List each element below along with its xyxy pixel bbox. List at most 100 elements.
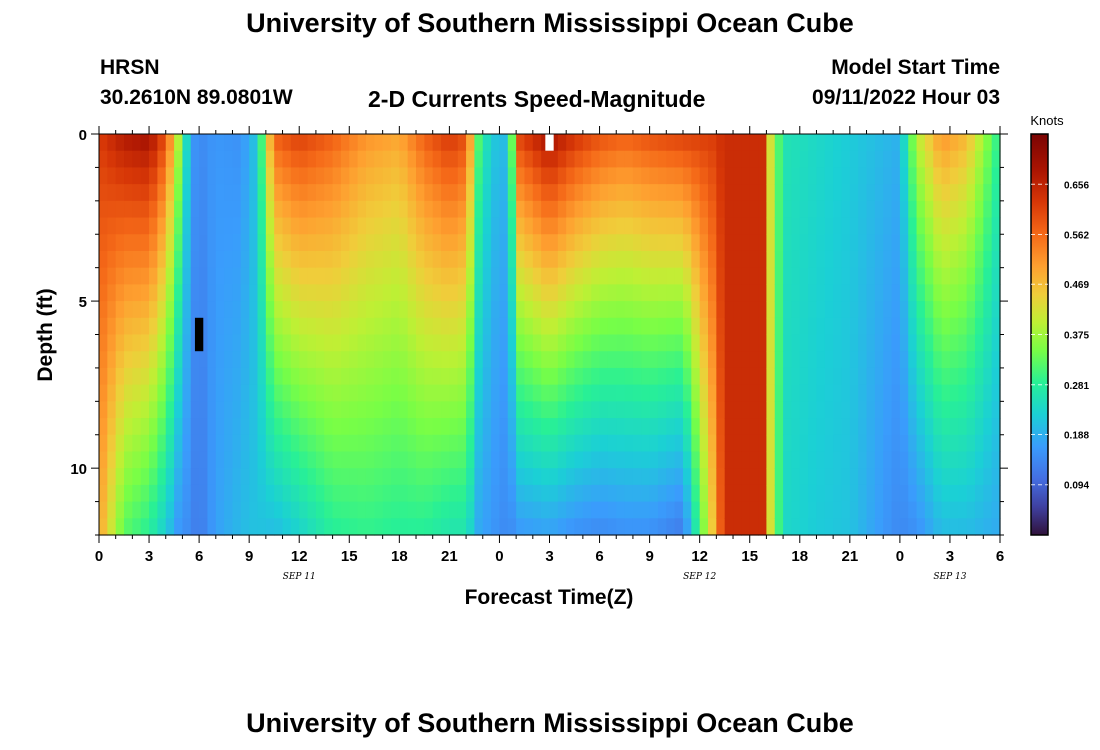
- heatmap-cell: [924, 434, 934, 453]
- heatmap-cell: [290, 384, 300, 402]
- heatmap-cell: [457, 250, 467, 269]
- heatmap-cell: [524, 401, 534, 419]
- heatmap-cell: [916, 351, 926, 369]
- heatmap-cell: [357, 284, 367, 302]
- heatmap-cell: [641, 234, 651, 252]
- heatmap-cell: [816, 468, 826, 486]
- heatmap-cell: [349, 150, 359, 169]
- heatmap-cell: [541, 217, 551, 235]
- heatmap-cell: [649, 468, 659, 486]
- heatmap-cell: [382, 501, 392, 519]
- heatmap-cell: [199, 200, 209, 219]
- heatmap-cell: [966, 167, 976, 185]
- heatmap-cell: [682, 334, 692, 352]
- heatmap-cell: [549, 384, 559, 402]
- heatmap-cells: [99, 134, 1001, 536]
- heatmap-cell: [824, 184, 834, 202]
- heatmap-cell: [791, 484, 801, 503]
- heatmap-cell: [983, 434, 993, 453]
- heatmap-cell: [766, 401, 776, 419]
- heatmap-cell: [649, 234, 659, 252]
- heatmap-cell: [174, 134, 184, 152]
- heatmap-cell: [507, 301, 517, 319]
- heatmap-cell: [99, 250, 108, 269]
- heatmap-cell: [207, 200, 217, 219]
- heatmap-cell: [849, 484, 859, 503]
- heatmap-cell: [132, 518, 142, 536]
- heatmap-cell: [340, 384, 350, 402]
- heatmap-cell: [199, 484, 209, 503]
- heatmap-cell: [724, 484, 734, 503]
- heatmap-cell: [958, 384, 968, 402]
- heatmap-cell: [249, 150, 259, 169]
- heatmap-cell: [666, 401, 676, 419]
- heatmap-cell: [791, 501, 801, 519]
- heatmap-cell: [282, 334, 292, 352]
- heatmap-cell: [424, 334, 434, 352]
- heatmap-cell: [924, 501, 934, 519]
- heatmap-cell: [190, 267, 200, 285]
- heatmap-cell: [624, 200, 634, 219]
- heatmap-cell: [916, 367, 926, 386]
- heatmap-cell: [699, 351, 709, 369]
- heatmap-cell: [449, 334, 459, 352]
- heatmap-cell: [741, 200, 751, 219]
- heatmap-cell: [758, 518, 767, 536]
- heatmap-cell: [866, 367, 876, 386]
- heatmap-cell: [666, 367, 676, 386]
- heatmap-cell: [941, 384, 951, 402]
- heatmap-cell: [574, 518, 584, 536]
- heatmap-cell: [858, 418, 868, 436]
- heatmap-cell: [607, 384, 617, 402]
- heatmap-cell: [265, 401, 275, 419]
- heatmap-cell: [808, 518, 818, 536]
- heatmap-cell: [674, 284, 684, 302]
- heatmap-cell: [858, 384, 868, 402]
- heatmap-cell: [649, 401, 659, 419]
- heatmap-cell: [499, 418, 509, 436]
- heatmap-cell: [390, 284, 400, 302]
- heatmap-cell: [924, 384, 934, 402]
- heatmap-cell: [474, 200, 484, 219]
- heatmap-cell: [924, 468, 934, 486]
- heatmap-cell: [949, 234, 959, 252]
- heatmap-cell: [274, 518, 284, 536]
- heatmap-cell: [816, 217, 826, 235]
- heatmap-cell: [758, 501, 767, 519]
- heatmap-cell: [165, 518, 175, 536]
- heatmap-cell: [224, 217, 234, 235]
- heatmap-cell: [457, 267, 467, 285]
- heatmap-cell: [883, 351, 893, 369]
- heatmap-cell: [624, 401, 634, 419]
- heatmap-cell: [949, 451, 959, 469]
- heatmap-cell: [916, 468, 926, 486]
- heatmap-cell: [365, 150, 375, 169]
- heatmap-cell: [265, 384, 275, 402]
- heatmap-cell: [991, 250, 1001, 269]
- heatmap-cell: [390, 384, 400, 402]
- heatmap-cell: [749, 184, 759, 202]
- heatmap-cell: [557, 518, 567, 536]
- heatmap-cell: [532, 484, 542, 503]
- heatmap-cell: [874, 167, 884, 185]
- heatmap-cell: [841, 284, 851, 302]
- heatmap-cell: [874, 267, 884, 285]
- heatmap-cell: [157, 468, 167, 486]
- heatmap-cell: [249, 451, 259, 469]
- heatmap-cell: [182, 217, 192, 235]
- heatmap-cell: [916, 434, 926, 453]
- heatmap-cell: [507, 418, 517, 436]
- heatmap-cell: [574, 484, 584, 503]
- heatmap-cell: [741, 418, 751, 436]
- heatmap-cell: [599, 184, 609, 202]
- heatmap-cell: [282, 167, 292, 185]
- heatmap-cell: [983, 134, 993, 152]
- heatmap-cell: [708, 451, 717, 469]
- heatmap-cell: [124, 468, 133, 486]
- heatmap-cell: [232, 200, 242, 219]
- heatmap-cell: [299, 401, 309, 419]
- heatmap-cell: [549, 468, 559, 486]
- heatmap-cell: [858, 518, 868, 536]
- heatmap-cell: [449, 484, 459, 503]
- heatmap-cell: [774, 250, 784, 269]
